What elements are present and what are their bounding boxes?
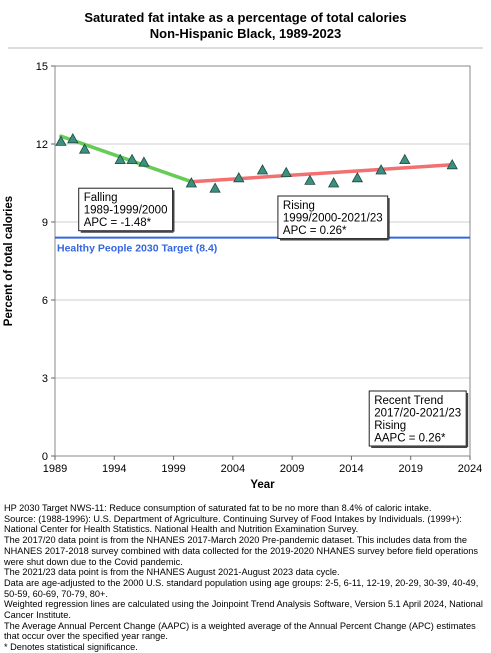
x-axis-label: Year	[250, 479, 275, 491]
x-tick-label: 2014	[339, 463, 363, 475]
footnote: Weighted regression lines are calculated…	[4, 599, 483, 621]
target-label: Healthy People 2030 Target (8.4)	[57, 243, 217, 255]
x-tick-label: 1994	[102, 463, 126, 475]
chart-title-block: Saturated fat intake as a percentage of …	[0, 10, 491, 42]
trend-line	[189, 163, 454, 184]
data-point-triangle	[114, 153, 126, 164]
data-point-triangle	[280, 166, 292, 177]
annotation-text: 2017/20-2021/23	[374, 408, 461, 420]
annotation-text: Rising	[374, 420, 406, 432]
x-tick-label: 1999	[161, 463, 185, 475]
annotation-text: Falling	[84, 192, 118, 204]
data-point-triangle	[256, 164, 269, 175]
trend-lines	[59, 134, 454, 184]
data-points	[55, 132, 458, 193]
annotation-box	[277, 195, 389, 239]
x-tick-label: 2004	[221, 463, 245, 475]
y-tick-label: 3	[42, 373, 48, 385]
data-point-triangle	[185, 177, 198, 188]
footnotes: HP 2030 Target NWS-11: Reduce consumptio…	[4, 503, 488, 653]
annotation-box	[368, 390, 467, 447]
data-point-triangle	[78, 143, 91, 154]
y-tick-label: 6	[42, 295, 48, 307]
y-tick-label: 0	[42, 451, 48, 463]
annotation-box	[78, 187, 173, 232]
y-tick-label: 9	[42, 217, 48, 229]
data-point-triangle	[67, 132, 79, 144]
data-point-triangle	[375, 164, 387, 175]
chart-subtitle: Non-Hispanic Black, 1989-2023	[149, 26, 342, 41]
data-point-triangle	[399, 153, 411, 164]
y-axis-ticks: 0 3 6 9 12 15	[36, 61, 55, 463]
data-point-triangle	[138, 156, 150, 167]
annotation-text: AAPC = 0.26*	[374, 433, 446, 445]
data-point-triangle	[209, 182, 221, 193]
x-tick-label: 1989	[43, 463, 67, 475]
annotation-text: APC = -1.48*	[84, 217, 152, 229]
footnote: The Average Annual Percent Change (AAPC)…	[4, 620, 476, 642]
data-point-triangle	[233, 171, 245, 183]
y-axis-label: Percent of total calories	[3, 196, 15, 326]
x-axis-ticks: 1989 1994 1999 2004 2009 2014 2019 2024	[43, 456, 482, 475]
target-line-group: Healthy People 2030 Target (8.4)	[55, 236, 470, 255]
y-tick-label: 12	[36, 139, 48, 151]
annotation-text: Rising	[283, 200, 315, 212]
x-tick-label: 2009	[280, 463, 304, 475]
data-point-triangle	[327, 177, 340, 188]
chart-svg: 0 3 6 9 12 15 1989 1994 1999 2004 2009 2014 2019 202…	[3, 47, 483, 491]
chart-title: Saturated fat intake as a percentage of …	[84, 10, 407, 25]
data-point-triangle	[126, 153, 138, 164]
footnote: The 2021/23 data point is from the NHANE…	[4, 567, 340, 578]
footnote: Data are age-adjusted to the 2000 U.S. s…	[4, 577, 479, 599]
data-point-triangle	[304, 174, 316, 185]
plot-frame	[54, 65, 471, 457]
footnote: HP 2030 Target NWS-11: Reduce consumptio…	[4, 503, 432, 513]
footnote: The 2017/20 data point is from the NHANE…	[4, 535, 478, 567]
y-tick-label: 15	[36, 61, 48, 73]
annotation-text: Recent Trend	[374, 395, 443, 407]
data-point-triangle	[55, 135, 67, 146]
data-point-triangle	[446, 158, 458, 170]
footnote: Source: (1988-1996): U.S. Department of …	[4, 513, 462, 535]
data-point-triangle	[351, 171, 364, 183]
annotation-text: APC = 0.26*	[283, 225, 347, 237]
annotation-text: 1999/2000-2021/23	[283, 213, 383, 225]
x-tick-label: 2024	[458, 463, 482, 475]
trend-line	[59, 134, 194, 184]
footnote: * Denotes statistical significance.	[4, 642, 138, 653]
x-tick-label: 2019	[398, 463, 422, 475]
annotation-text: 1989-1999/2000	[84, 205, 168, 217]
